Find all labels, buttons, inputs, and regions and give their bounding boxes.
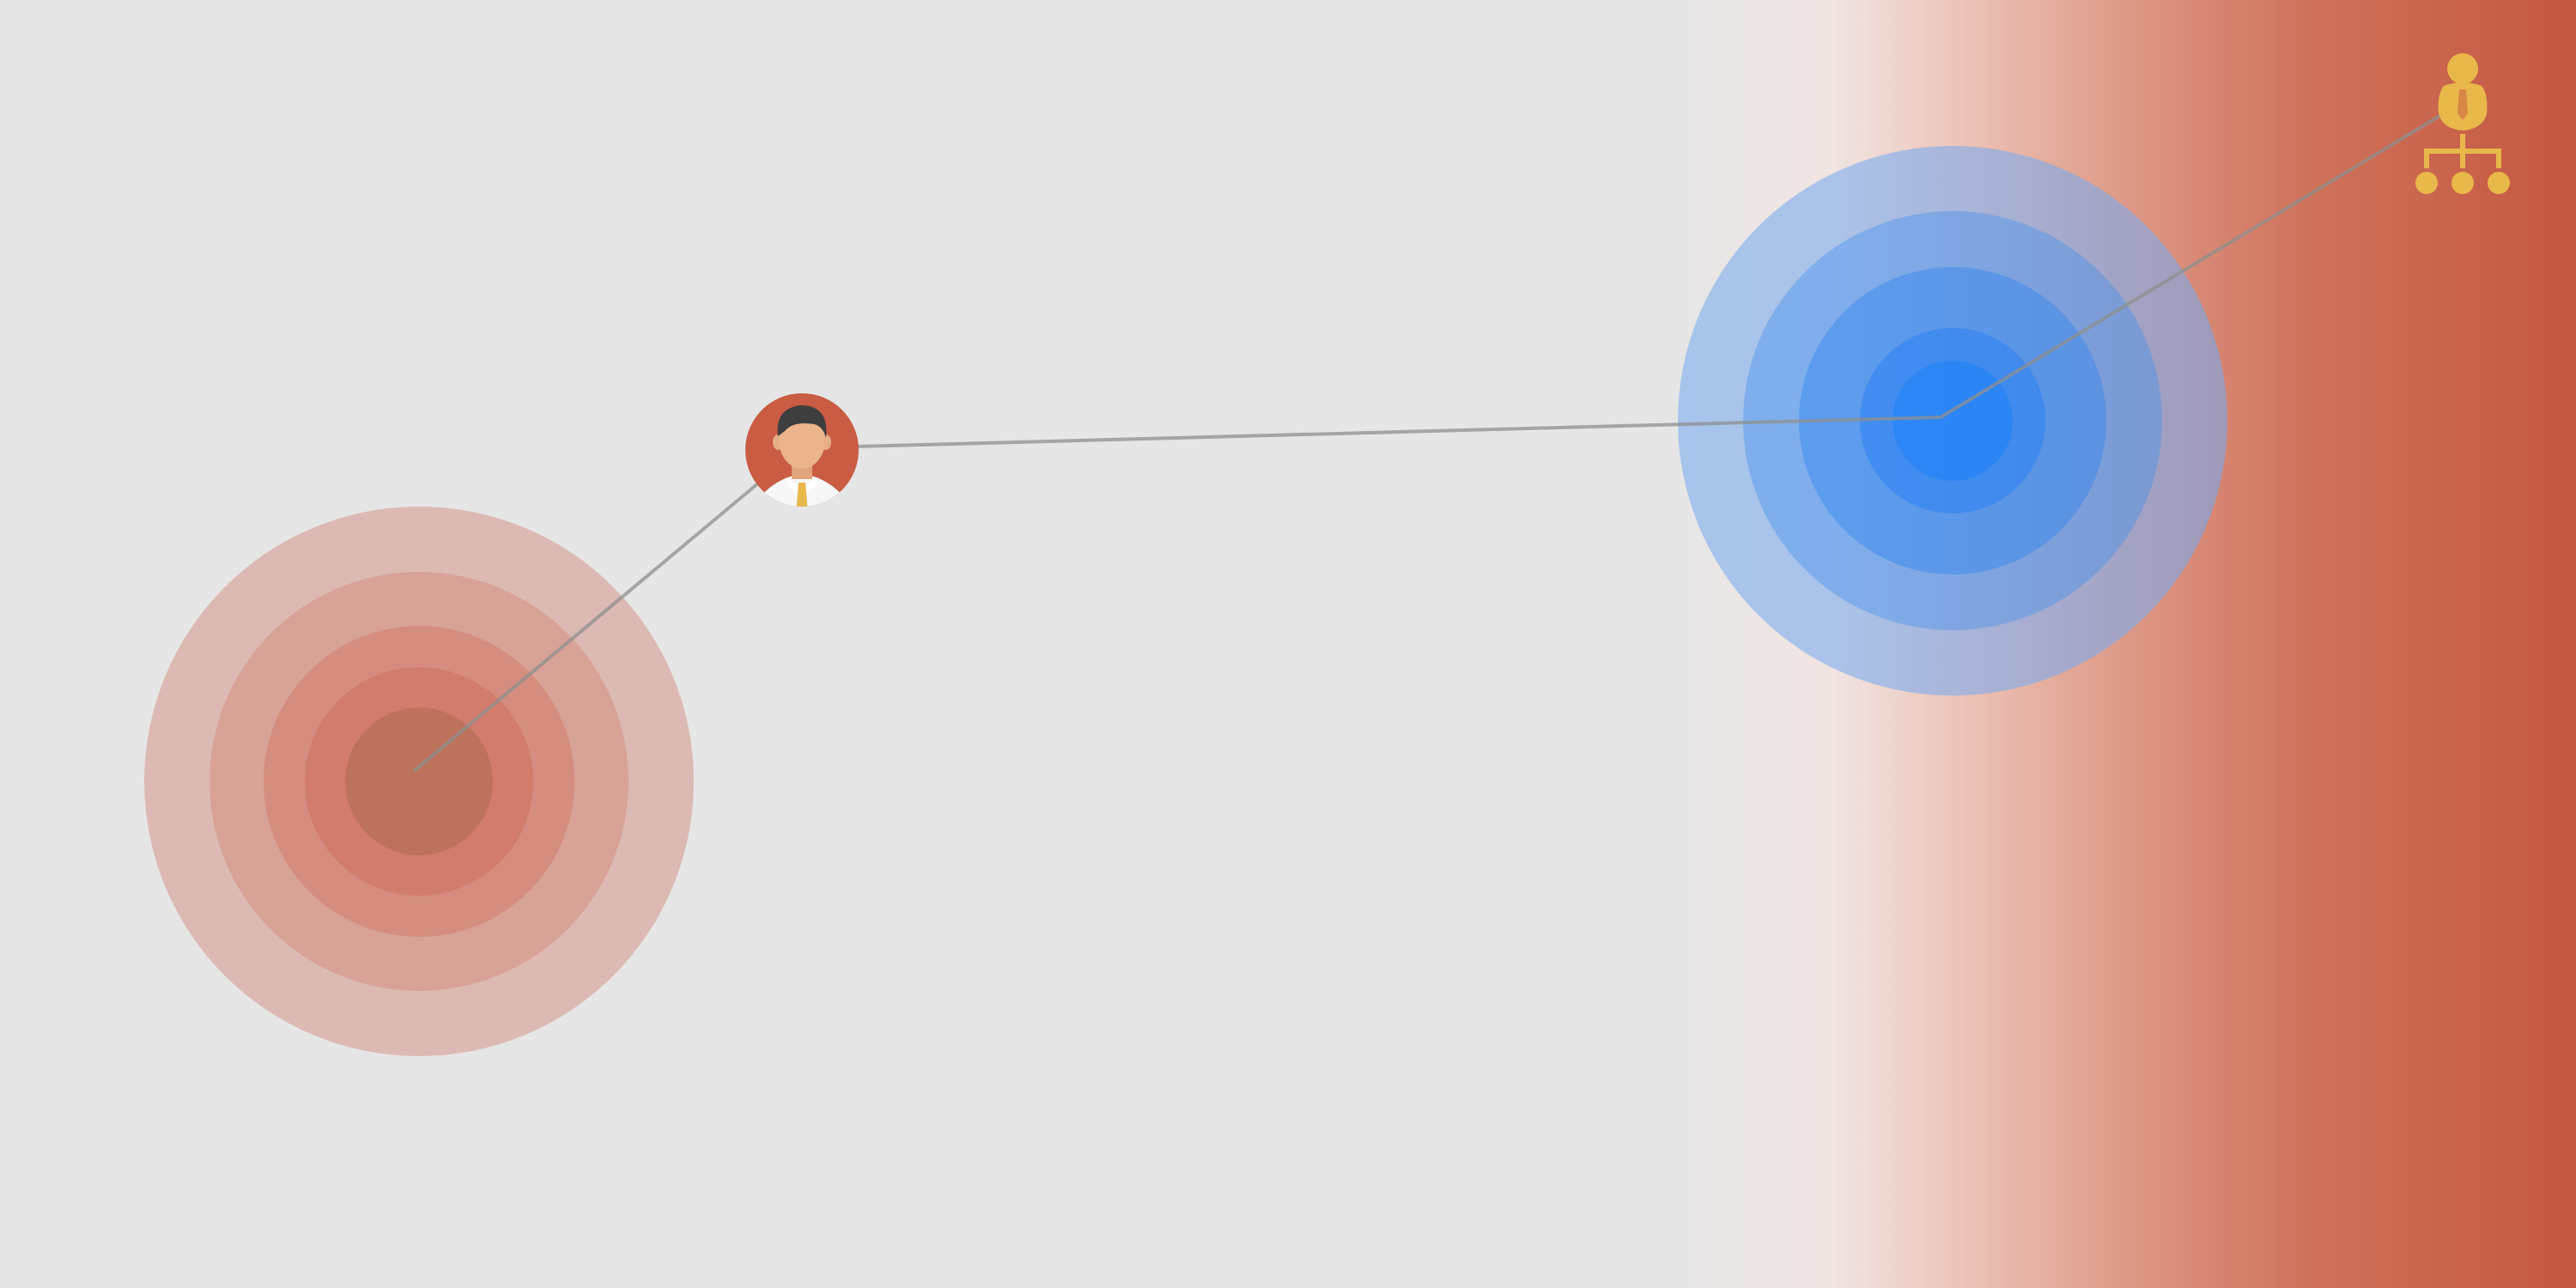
businessman-avatar-icon — [745, 393, 859, 507]
org-chart-icon — [2415, 53, 2510, 194]
connector-blue-to-org — [1939, 112, 2445, 419]
connector-red-to-avatar — [412, 481, 761, 773]
blue-ring-core — [1893, 361, 2013, 481]
connector-lines — [412, 112, 2445, 773]
connector-avatar-to-blue — [856, 416, 1941, 448]
red-target — [144, 507, 694, 1056]
blue-target — [1678, 146, 2227, 696]
red-ring-core — [345, 708, 493, 855]
